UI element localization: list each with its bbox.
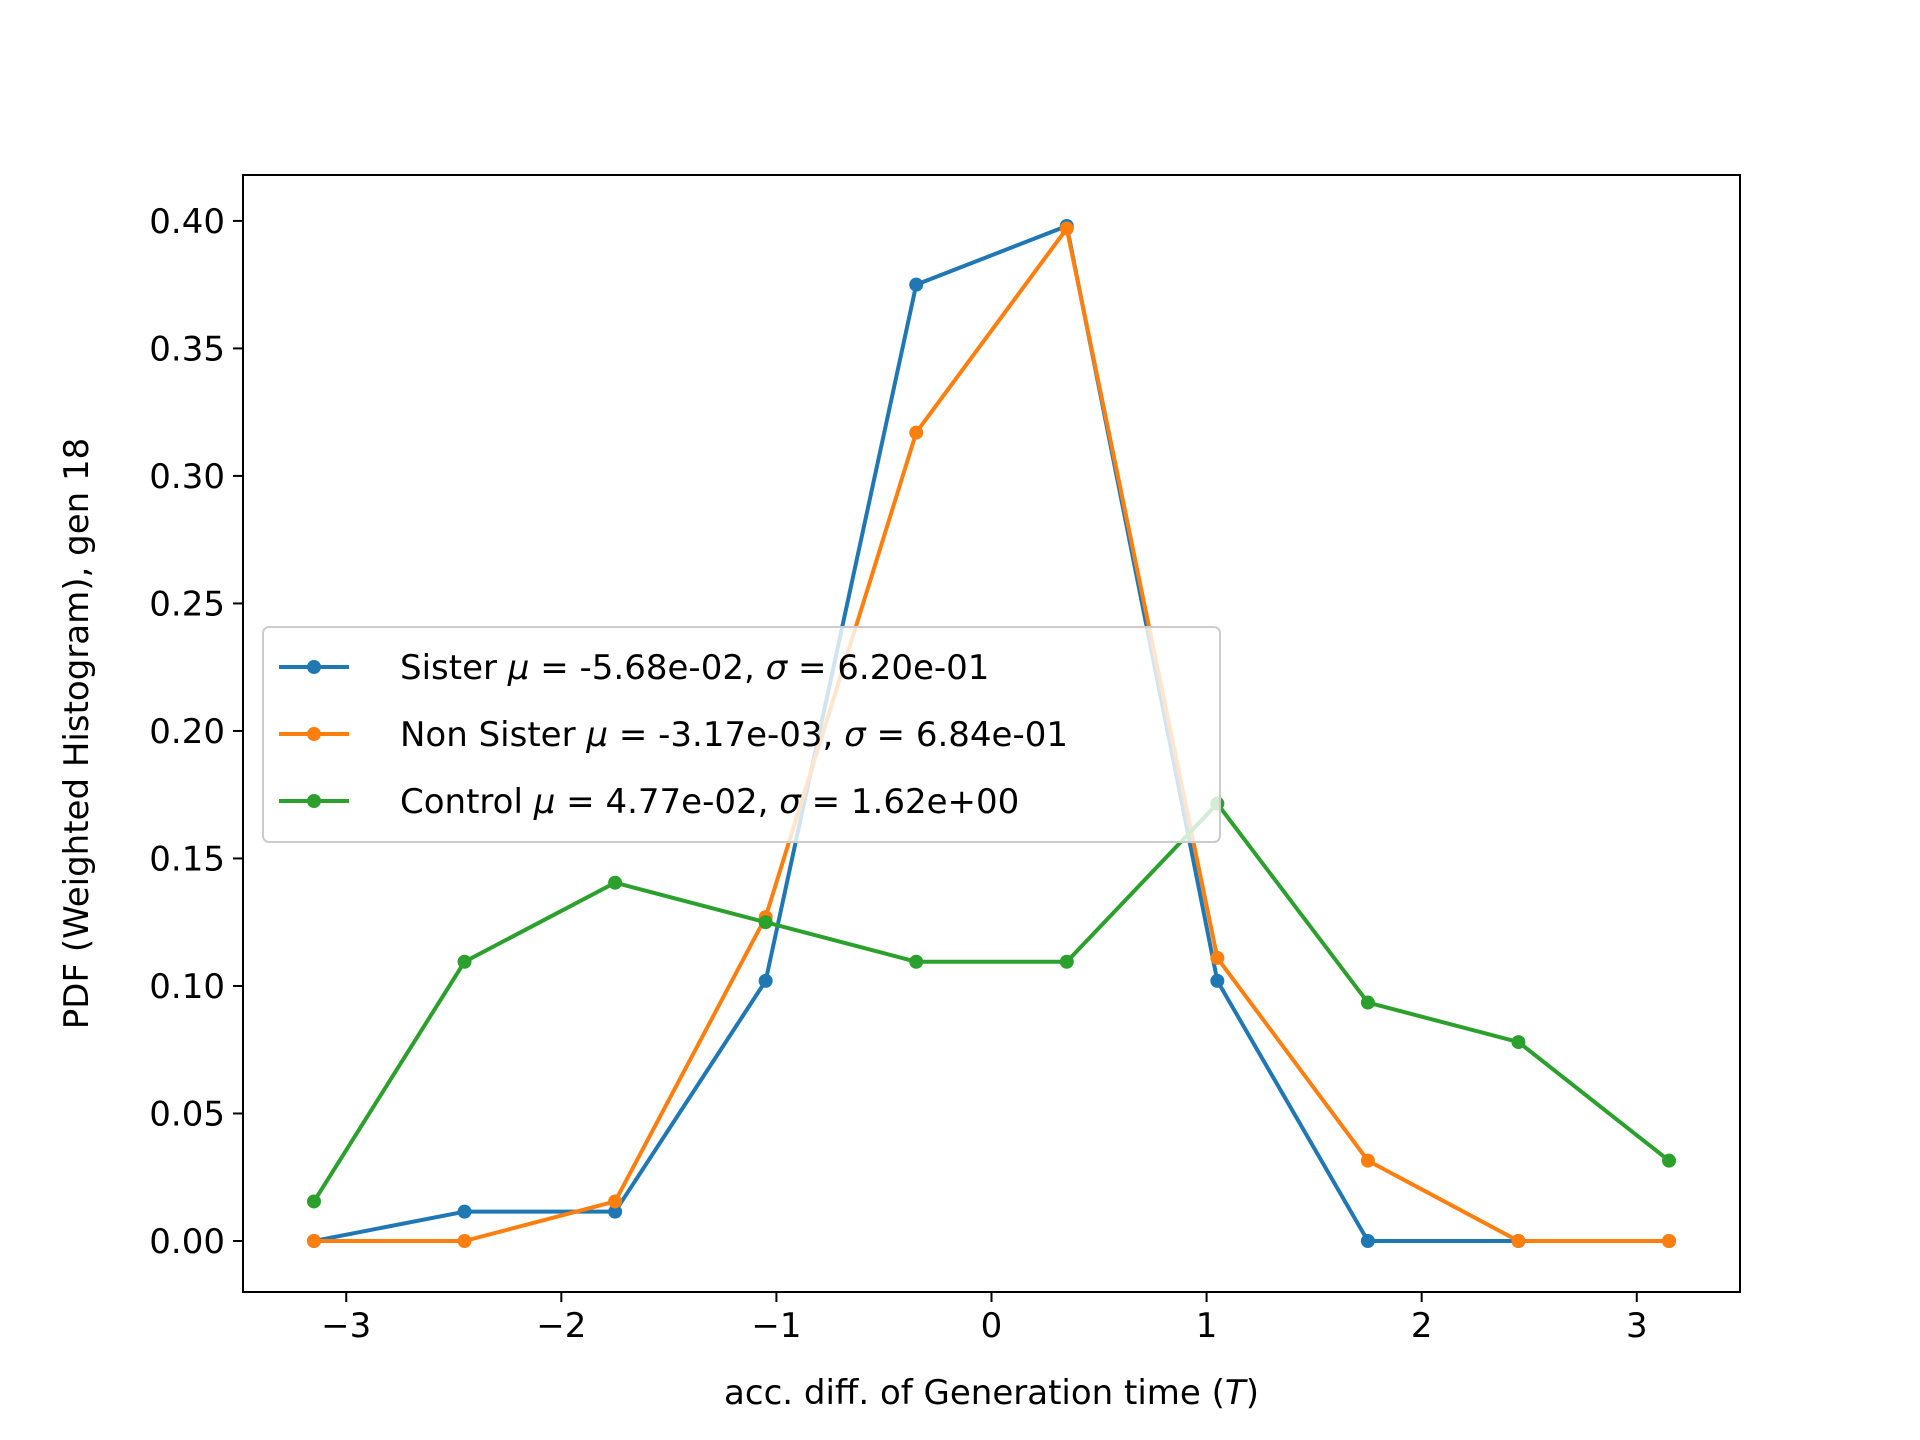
data-point	[1360, 995, 1375, 1010]
data-point	[608, 1204, 623, 1219]
y-axis-ticks: 0.00 0.05 0.10 0.15 0.20 0.25 0.30 0.35 0.40	[149, 202, 243, 1262]
x-axis-label-text: acc. diff. of Generation time (	[724, 1373, 1225, 1413]
legend-entry: Non Sister μ = -3.17e-03, σ = 6.84e-01	[279, 715, 1068, 755]
data-point	[909, 954, 924, 969]
legend-sigma-value: 6.84e-01	[916, 715, 1068, 755]
legend-mu-value: -3.17e-03	[658, 715, 822, 755]
x-axis-ticks: −3 −2 −1 0 1 2 3	[321, 1292, 1648, 1346]
legend-text-part: σ	[766, 648, 789, 688]
data-point	[457, 1204, 472, 1219]
x-axis-label-close: )	[1246, 1373, 1259, 1413]
series-line	[311, 226, 1672, 1243]
x-tick-label: 2	[1411, 1306, 1433, 1346]
data-point	[457, 1233, 472, 1248]
data-point	[608, 875, 623, 890]
series-layer	[306, 219, 1677, 1248]
series-non-sister	[306, 221, 1677, 1248]
legend-marker	[307, 660, 321, 674]
data-point	[608, 1194, 623, 1209]
legend-label: Sister μ = -5.68e-02, σ = 6.20e-01	[400, 648, 989, 688]
data-point	[1210, 950, 1225, 965]
data-point	[1360, 1233, 1375, 1248]
data-point	[306, 1194, 321, 1209]
x-tick-label: 3	[1626, 1306, 1648, 1346]
data-point	[1511, 1233, 1526, 1248]
legend-label: Non Sister μ = -3.17e-03, σ = 6.84e-01	[400, 715, 1068, 755]
legend-marker	[307, 794, 321, 808]
x-tick-label: −2	[536, 1306, 586, 1346]
series-line	[311, 224, 1672, 1244]
data-point	[306, 1233, 321, 1248]
legend-text-part: =	[787, 648, 837, 688]
legend: Sister μ = -5.68e-02, σ = 6.20e-01 Non Si…	[262, 626, 1221, 843]
y-tick-label: 0.00	[149, 1222, 225, 1262]
legend-text-part: =	[555, 782, 605, 822]
data-point	[1662, 1153, 1677, 1168]
legend-mu-value: 4.77e-02	[605, 782, 757, 822]
legend-box	[262, 626, 1221, 843]
legend-text-part: ,	[744, 648, 766, 688]
data-point	[1059, 221, 1074, 236]
y-tick-label: 0.05	[149, 1094, 225, 1134]
legend-text-part: =	[529, 648, 579, 688]
y-tick-label: 0.30	[149, 457, 225, 497]
y-tick-label: 0.10	[149, 967, 225, 1007]
data-point	[909, 425, 924, 440]
data-point	[1511, 1035, 1526, 1050]
legend-marker	[307, 727, 321, 741]
legend-mu-value: -5.68e-02	[580, 648, 744, 688]
x-axis-label-symbol: T	[1225, 1373, 1248, 1413]
y-tick-label: 0.40	[149, 202, 225, 242]
legend-sigma-value: 6.20e-01	[837, 648, 989, 688]
data-point	[758, 973, 773, 988]
data-point	[1210, 973, 1225, 988]
data-point	[457, 954, 472, 969]
legend-series-name: Sister	[400, 648, 508, 688]
y-tick-label: 0.20	[149, 712, 225, 752]
y-tick-label: 0.35	[149, 329, 225, 369]
legend-text-part: =	[608, 715, 658, 755]
data-point	[1662, 1233, 1677, 1248]
x-axis-label: acc. diff. of Generation time (T)	[724, 1373, 1259, 1413]
x-tick-label: −3	[321, 1306, 371, 1346]
data-point	[758, 915, 773, 930]
series-line	[311, 801, 1672, 1205]
data-point	[909, 277, 924, 292]
legend-text-part: μ	[585, 715, 608, 755]
data-point	[1059, 954, 1074, 969]
y-tick-label: 0.15	[149, 839, 225, 879]
legend-sigma-value: 1.62e+00	[851, 782, 1019, 822]
y-axis-label: PDF (Weighted Histogram), gen 18	[57, 438, 97, 1029]
legend-text-part: =	[801, 782, 851, 822]
legend-label: Control μ = 4.77e-02, σ = 1.62e+00	[400, 782, 1019, 822]
legend-text-part: ,	[758, 782, 780, 822]
data-point	[1360, 1153, 1375, 1168]
y-tick-label: 0.25	[149, 584, 225, 624]
legend-text-part: =	[866, 715, 916, 755]
legend-series-name: Control	[400, 782, 534, 822]
legend-series-name: Non Sister	[400, 715, 586, 755]
legend-entry: Control μ = 4.77e-02, σ = 1.62e+00	[279, 782, 1019, 822]
legend-text-part: σ	[844, 715, 867, 755]
x-tick-label: −1	[751, 1306, 801, 1346]
x-tick-label: 0	[981, 1306, 1003, 1346]
legend-text-part: μ	[533, 782, 556, 822]
legend-text-part: ,	[823, 715, 845, 755]
legend-entry: Sister μ = -5.68e-02, σ = 6.20e-01	[279, 648, 989, 688]
x-tick-label: 1	[1196, 1306, 1218, 1346]
legend-text-part: σ	[779, 782, 802, 822]
legend-text-part: μ	[507, 648, 530, 688]
